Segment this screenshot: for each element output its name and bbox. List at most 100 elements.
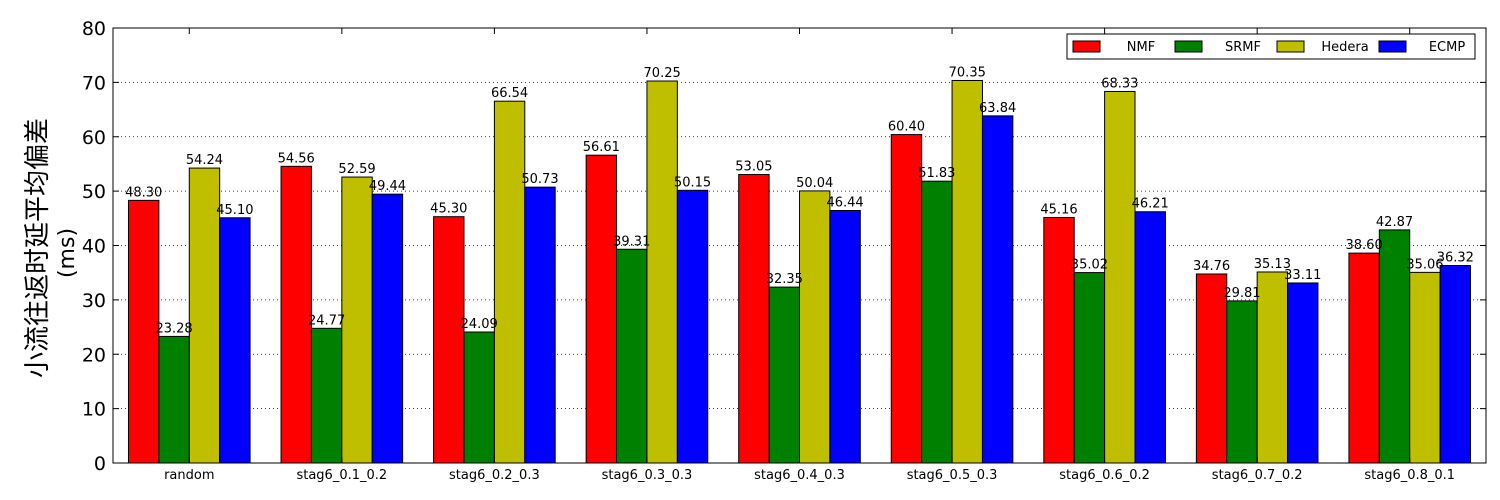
bar-hedera-8 [1409, 271, 1441, 464]
y-axis-unit-label: (ms) [55, 228, 80, 278]
legend-swatch-ecmp [1378, 40, 1407, 53]
data-label-nmf-1: 54.56 [278, 151, 315, 166]
bar-nmf-6 [1043, 216, 1075, 464]
bar-nmf-1 [280, 165, 312, 464]
data-label-ecmp-4: 46.44 [826, 195, 863, 210]
bar-hedera-6 [1104, 90, 1136, 464]
y-tick-label: 80 [82, 18, 106, 40]
bar-hedera-1 [341, 176, 373, 464]
bar-nmf-3 [585, 154, 618, 464]
x-tick-label: stag6_0.4_0.3 [754, 468, 845, 483]
bar-nmf-4 [738, 174, 770, 464]
x-tick-label: stag6_0.1_0.2 [296, 468, 387, 483]
data-label-nmf-8: 38.60 [1346, 238, 1383, 253]
bar-srmf-1 [310, 327, 343, 464]
data-label-srmf-5: 51.83 [918, 166, 955, 181]
y-axis: 0 10 20 30 40 50 60 70 80 [82, 18, 1486, 475]
data-label-ecmp-0: 45.10 [216, 203, 253, 218]
data-label-nmf-0: 48.30 [125, 185, 162, 200]
y-axis-label: 小流往返时延平均偏差 [23, 118, 53, 378]
x-tick-label: stag6_0.6_0.2 [1059, 468, 1150, 483]
x-tick-label: stag6_0.7_0.2 [1212, 468, 1303, 483]
data-label-nmf-6: 45.16 [1040, 202, 1077, 217]
bar-nmf-8 [1348, 252, 1380, 464]
bar-nmf-5 [890, 134, 923, 464]
bar-srmf-4 [768, 286, 800, 464]
bar-ecmp-1 [371, 193, 404, 464]
data-label-hedera-3: 70.25 [644, 66, 681, 81]
data-label-ecmp-2: 50.73 [521, 172, 558, 187]
y-tick-label: 40 [82, 236, 106, 258]
bar-ecmp-4 [829, 209, 861, 464]
x-tick-label: random [164, 468, 214, 483]
data-label-srmf-7: 29.81 [1223, 286, 1260, 301]
y-tick-label: 60 [82, 127, 106, 149]
data-label-hedera-0: 54.24 [186, 153, 223, 168]
bar-srmf-7 [1226, 300, 1258, 464]
bar-ecmp-7 [1287, 282, 1319, 464]
bar-ecmp-2 [524, 186, 556, 464]
bar-nmf-0 [127, 199, 160, 464]
legend-label-hedera: Hedera [1321, 40, 1368, 55]
y-tick-label: 30 [82, 290, 106, 312]
data-label-hedera-2: 66.54 [491, 86, 528, 101]
bar-srmf-8 [1378, 229, 1411, 464]
x-axis: random stag6_0.1_0.2 stag6_0.2_0.3 stag6_0.… [164, 28, 1455, 483]
legend-swatch-hedera [1276, 40, 1305, 53]
bar-nmf-7 [1195, 273, 1228, 464]
data-label-nmf-3: 56.61 [583, 140, 620, 155]
bar-hedera-0 [188, 167, 221, 464]
data-label-srmf-4: 32.35 [766, 272, 803, 287]
data-label-hedera-8: 35.06 [1406, 257, 1443, 272]
bar-ecmp-5 [981, 115, 1014, 464]
legend-box [1066, 33, 1476, 60]
bar-srmf-6 [1073, 272, 1106, 464]
y-tick-label: 70 [82, 72, 106, 94]
y-tick-label: 10 [82, 399, 106, 421]
data-label-ecmp-8: 36.32 [1437, 251, 1474, 266]
x-tick-label: stag6_0.8_0.1 [1364, 468, 1455, 483]
legend-label-srmf: SRMF [1225, 40, 1261, 55]
bars [127, 79, 1472, 464]
legend-label-nmf: NMF [1127, 40, 1155, 55]
data-label-hedera-6: 68.33 [1101, 76, 1138, 91]
bar-ecmp-8 [1439, 265, 1472, 464]
bar-hedera-2 [493, 100, 526, 464]
bar-srmf-2 [463, 331, 495, 464]
data-label-ecmp-1: 49.44 [369, 179, 406, 194]
bar-ecmp-0 [219, 217, 251, 464]
data-label-srmf-2: 24.09 [461, 317, 498, 332]
bar-nmf-2 [433, 216, 465, 464]
data-label-hedera-4: 50.04 [796, 176, 833, 191]
bar-hedera-3 [646, 80, 678, 464]
bar-hedera-7 [1256, 271, 1289, 464]
data-label-srmf-1: 24.77 [308, 313, 345, 328]
data-label-srmf-3: 39.31 [613, 234, 650, 249]
data-label-ecmp-7: 33.11 [1284, 268, 1321, 283]
data-label-hedera-1: 52.59 [338, 162, 375, 177]
bar-srmf-3 [616, 248, 648, 464]
data-label-srmf-6: 35.02 [1071, 258, 1108, 273]
legend-swatch-nmf [1072, 40, 1101, 53]
legend-swatch-srmf [1174, 40, 1203, 53]
data-label-nmf-2: 45.30 [430, 202, 467, 217]
data-label-srmf-0: 23.28 [155, 321, 192, 336]
bar-hedera-4 [799, 190, 831, 464]
bar-srmf-0 [158, 335, 190, 464]
bar-hedera-5 [951, 79, 983, 464]
data-label-hedera-5: 70.35 [949, 65, 986, 80]
data-labels: 48.30 23.28 54.24 45.10 54.56 24.77 52.59 49.44… [125, 65, 1474, 336]
y-tick-label: 50 [82, 181, 106, 203]
y-tick-label: 0 [94, 453, 106, 475]
bar-ecmp-3 [676, 189, 709, 464]
x-tick-label: stag6_0.2_0.3 [449, 468, 540, 483]
data-label-srmf-8: 42.87 [1376, 215, 1413, 230]
data-label-hedera-7: 35.13 [1254, 257, 1291, 272]
bar-ecmp-6 [1134, 211, 1166, 464]
data-label-ecmp-5: 63.84 [979, 101, 1016, 116]
data-label-nmf-7: 34.76 [1193, 259, 1230, 274]
x-tick-label: stag6_0.5_0.3 [907, 468, 998, 483]
y-tick-label: 20 [82, 344, 106, 366]
data-label-ecmp-6: 46.21 [1132, 197, 1169, 212]
